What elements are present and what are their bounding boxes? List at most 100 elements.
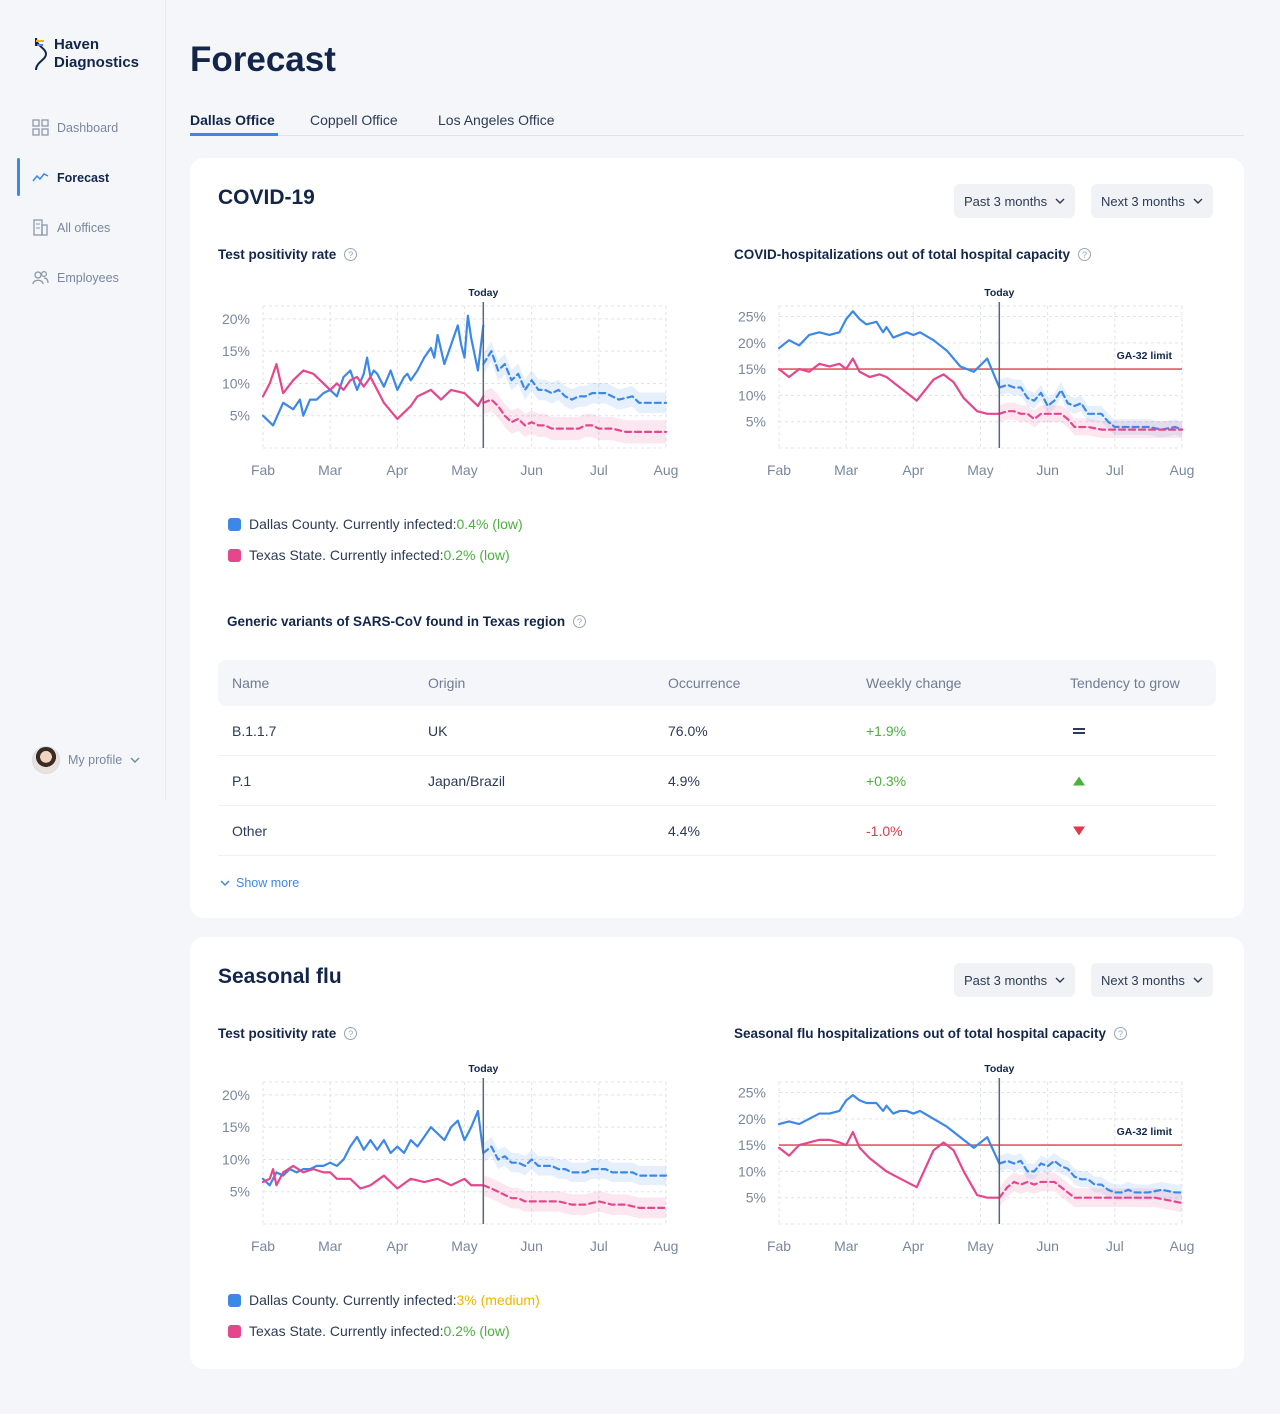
show-more-link[interactable]: Show more: [220, 876, 299, 890]
next-period-dropdown[interactable]: Next 3 months: [1091, 184, 1213, 218]
card-title: COVID-19: [218, 186, 315, 209]
y-tick-label: 15%: [222, 1119, 250, 1135]
building-icon: [33, 219, 48, 236]
series-line: [777, 1130, 1001, 1199]
forecast-line: [482, 1145, 668, 1177]
forecast-line: [998, 1159, 1184, 1194]
card-title: Seasonal flu: [218, 965, 342, 988]
x-tick-label: Fab: [251, 462, 275, 478]
x-tick-label: Apr: [386, 1238, 408, 1254]
chart-title-text: COVID-hospitalizations out of total hosp…: [734, 247, 1071, 262]
profile-menu[interactable]: My profile: [32, 746, 140, 774]
y-tick-label: 10%: [222, 1151, 250, 1167]
forecast-line: [998, 383, 1184, 431]
x-tick-label: Aug: [654, 462, 679, 478]
limit-label: GA-32 limit: [1117, 1126, 1173, 1138]
x-tick-label: Aug: [654, 1238, 679, 1254]
y-tick-label: 10%: [222, 375, 250, 391]
flu-hospital-chart: Fab Mar Apr May Jun Jul Aug 25% 20% 15% 10% 5% GA-32…: [738, 1063, 1194, 1254]
today-label: Today: [984, 1063, 1014, 1075]
legend-text: Texas State. Currently infected:: [249, 1323, 444, 1339]
trend-icon: [32, 173, 49, 182]
series-line: [261, 1164, 485, 1190]
column-header-origin[interactable]: Origin: [428, 675, 466, 691]
help-icon[interactable]: ?: [1114, 1027, 1128, 1040]
chart-title-text: Seasonal flu hospitalizations out of tot…: [734, 1026, 1107, 1041]
legend-text: Texas State. Currently infected:: [249, 547, 444, 563]
tab-dallas-office[interactable]: Dallas Office: [190, 112, 275, 128]
triangle-down-icon: [1073, 826, 1085, 835]
users-icon: [32, 270, 49, 285]
active-indicator: [17, 158, 20, 196]
flu-positivity-chart: Fab Mar Apr May Jun Jul Aug 20% 15% 10% 5% Today: [222, 1063, 679, 1254]
forecast-line: [482, 1184, 668, 1209]
legend-swatch: [228, 548, 241, 562]
dropdown-label: Next 3 months: [1101, 193, 1185, 209]
variant-occurrence: 76.0%: [668, 722, 708, 739]
tab-coppell-office[interactable]: Coppell Office: [310, 112, 398, 128]
chart-title: COVID-hospitalizations out of total hosp…: [734, 247, 1092, 262]
forecast-band: [999, 377, 1182, 438]
covid-positivity-chart: Fab Mar Apr May Jun Jul Aug 20% 15% 10% 5% Today: [222, 287, 679, 478]
sidebar-item-label: Dashboard: [57, 120, 119, 135]
brand-logo[interactable]: Haven Diagnostics: [32, 36, 139, 72]
help-icon[interactable]: ?: [573, 615, 587, 628]
y-tick-label: 20%: [738, 1111, 766, 1127]
y-tick-label: 20%: [222, 1087, 250, 1103]
table-row[interactable]: Other 4.4% -1.0%: [218, 806, 1216, 856]
show-more-label: Show more: [236, 876, 300, 890]
dropdown-label: Past 3 months: [964, 193, 1048, 209]
series-line: [777, 1094, 1001, 1165]
variant-origin: UK: [428, 722, 448, 739]
chevron-down-icon: [1193, 198, 1203, 204]
help-icon[interactable]: ?: [344, 248, 358, 261]
variant-origin: Japan/Brazil: [428, 772, 506, 789]
avatar: [32, 746, 60, 774]
x-tick-label: Mar: [318, 1238, 342, 1254]
x-tick-label: Mar: [318, 462, 342, 478]
table-row[interactable]: B.1.1.7 UK 76.0% +1.9%: [218, 706, 1216, 756]
y-tick-label: 25%: [738, 309, 766, 325]
x-tick-label: Jul: [590, 1238, 608, 1254]
sidebar-item-employees[interactable]: Employees: [32, 269, 119, 286]
variant-name: B.1.1.7: [232, 722, 277, 739]
next-period-dropdown[interactable]: Next 3 months: [1091, 963, 1213, 997]
variant-occurrence: 4.9%: [668, 772, 700, 789]
y-tick-label: 15%: [738, 1137, 766, 1153]
past-period-dropdown[interactable]: Past 3 months: [954, 963, 1076, 997]
forecast-line: [998, 410, 1184, 431]
x-tick-label: Aug: [1170, 462, 1195, 478]
chevron-down-icon: [130, 757, 140, 763]
past-period-dropdown[interactable]: Past 3 months: [954, 184, 1076, 218]
chevron-down-icon: [1193, 977, 1203, 983]
legend-value: 0.2% (low): [443, 547, 510, 563]
help-icon[interactable]: ?: [1078, 248, 1092, 261]
column-header-occurrence[interactable]: Occurrence: [668, 675, 741, 691]
column-header-name[interactable]: Name: [232, 675, 270, 691]
forecast-line: [482, 398, 668, 433]
flu-card: Seasonal flu Past 3 months Next 3 months…: [190, 937, 1244, 1369]
y-tick-label: 5%: [230, 408, 250, 424]
sidebar-item-forecast[interactable]: Forecast: [32, 169, 109, 186]
y-tick-label: 20%: [738, 335, 766, 351]
help-icon[interactable]: ?: [344, 1027, 358, 1040]
sidebar-item-label: Forecast: [57, 170, 110, 185]
sidebar-item-all-offices[interactable]: All offices: [32, 219, 110, 236]
column-header-tendency[interactable]: Tendency to grow: [1070, 675, 1180, 691]
x-tick-label: Jul: [590, 462, 608, 478]
series-line: [261, 362, 485, 421]
sidebar-item-dashboard[interactable]: Dashboard: [32, 119, 118, 136]
forecast-band: [483, 1174, 666, 1219]
triangle-up-icon: [1073, 776, 1085, 785]
variant-name: P.1: [232, 772, 252, 789]
table-row[interactable]: P.1 Japan/Brazil 4.9% +0.3%: [218, 756, 1216, 806]
x-tick-label: Jun: [520, 1238, 543, 1254]
chevron-down-icon: [1055, 198, 1065, 204]
variant-name: Other: [232, 822, 268, 839]
x-tick-label: Jul: [1106, 462, 1124, 478]
column-header-weekly-change[interactable]: Weekly change: [866, 675, 962, 691]
brand-name: Haven Diagnostics: [54, 36, 139, 72]
tab-los-angeles-office[interactable]: Los Angeles Office: [438, 112, 555, 128]
series-line: [777, 310, 1001, 389]
chevron-down-icon: [1055, 977, 1065, 983]
